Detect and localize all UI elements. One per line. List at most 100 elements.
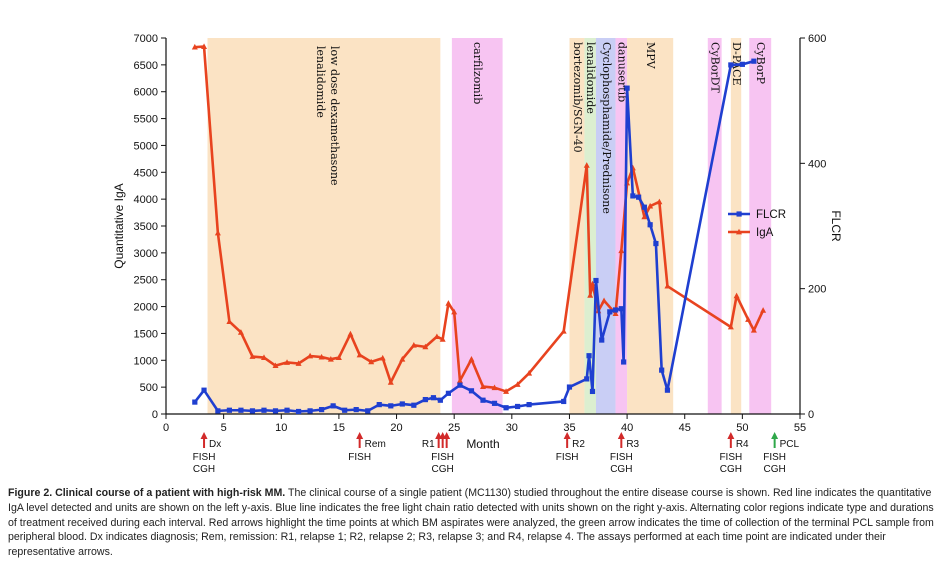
left-tick-label: 1500 (134, 328, 158, 340)
right-tick-label: 400 (808, 158, 826, 170)
data-point-iga (433, 333, 440, 340)
data-point-flcr (584, 376, 590, 382)
event-label: Rem (365, 439, 386, 450)
data-point-flcr (457, 382, 463, 388)
left-tick-label: 1000 (134, 355, 158, 367)
data-point-iga (226, 318, 233, 325)
data-point-flcr (201, 387, 207, 393)
data-point-flcr (365, 408, 371, 414)
left-tick-label: 2500 (134, 275, 158, 287)
data-point-iga (618, 247, 625, 254)
data-point-iga (387, 379, 394, 385)
data-point-iga (656, 198, 663, 205)
data-point-iga (480, 383, 486, 390)
event-test-label: FISH (763, 452, 786, 463)
data-point-iga (664, 282, 671, 289)
x-tick-label: 35 (563, 422, 575, 434)
treatment-band (584, 38, 596, 414)
data-point-flcr (319, 407, 325, 413)
x-tick-label: 30 (506, 422, 518, 434)
event-arrow-head (727, 432, 735, 439)
event-arrow-head (771, 432, 779, 439)
data-point-iga (356, 351, 363, 358)
data-point-flcr (295, 408, 302, 415)
data-point-iga (260, 354, 267, 360)
data-point-flcr (607, 309, 613, 315)
data-point-iga (379, 354, 386, 361)
data-point-flcr (226, 407, 232, 413)
data-point-iga (587, 292, 594, 298)
treatment-band (615, 38, 628, 414)
data-point-iga (526, 369, 533, 376)
event-test-label: CGH (720, 464, 742, 475)
data-point-flcr (739, 61, 745, 67)
right-axis-title: FLCR (829, 210, 843, 242)
data-point-iga (750, 327, 757, 333)
legend-label-flcr: FLCR (756, 209, 786, 221)
data-point-flcr (589, 388, 596, 395)
event-test-label: CGH (610, 464, 632, 475)
left-tick-label: 5500 (134, 114, 158, 126)
left-tick-label: 2000 (134, 302, 158, 314)
data-point-iga (335, 354, 342, 360)
data-point-flcr (659, 367, 665, 373)
data-point-flcr (353, 407, 359, 413)
event-label: Dx (209, 439, 221, 450)
event-label: R1 (422, 439, 435, 450)
data-point-flcr (641, 204, 647, 210)
data-point-iga (295, 360, 302, 366)
event-label: R4 (736, 439, 749, 450)
treatment-band (730, 38, 742, 414)
data-point-flcr (526, 402, 532, 408)
event-arrow-head (563, 432, 571, 439)
data-point-iga (468, 356, 475, 362)
data-point-flcr (468, 388, 475, 394)
figure-caption-title: Figure 2. Clinical course of a patient w… (8, 487, 286, 499)
treatment-band-label: CyBorDT (709, 42, 722, 93)
data-point-flcr (192, 399, 198, 405)
data-point-iga (760, 307, 767, 313)
data-point-flcr (514, 403, 521, 410)
data-point-iga (318, 353, 325, 360)
data-point-flcr (272, 408, 279, 414)
data-point-flcr (388, 403, 394, 409)
data-point-flcr (491, 400, 498, 406)
left-tick-label: 7000 (134, 33, 158, 45)
data-point-iga (347, 330, 354, 337)
data-point-iga (641, 213, 648, 220)
data-point-iga (491, 384, 498, 391)
data-point-iga (422, 343, 429, 350)
data-point-flcr (728, 62, 734, 68)
data-point-flcr (437, 397, 443, 403)
data-point-iga (503, 388, 510, 394)
x-tick-label: 5 (221, 422, 227, 434)
left-tick-label: 3000 (134, 248, 158, 260)
treatment-band-label: lenalidomide (314, 46, 327, 118)
treatment-band-label: lenalidomide (584, 42, 597, 114)
data-point-iga (201, 43, 208, 49)
data-point-iga (237, 329, 244, 335)
data-point-flcr (330, 403, 336, 409)
treatment-band-label: CyBorP (754, 42, 767, 85)
data-point-flcr (593, 277, 599, 284)
right-tick-label: 0 (808, 409, 814, 421)
data-point-flcr (399, 401, 405, 407)
data-point-flcr (621, 359, 627, 365)
x-tick-label: 55 (794, 422, 806, 434)
left-tick-label: 6000 (134, 87, 158, 99)
data-point-flcr (215, 408, 221, 414)
left-tick-label: 5000 (134, 140, 158, 152)
data-point-flcr (445, 390, 452, 396)
event-label: R3 (626, 439, 639, 450)
data-point-flcr (664, 387, 671, 393)
data-point-iga (439, 336, 446, 342)
data-point-iga (327, 356, 334, 362)
data-point-iga (214, 229, 221, 236)
data-point-flcr (751, 58, 757, 64)
data-point-iga (399, 356, 406, 362)
event-test-label: FISH (193, 452, 216, 463)
left-tick-label: 6500 (134, 60, 158, 72)
data-point-iga (733, 292, 740, 299)
data-point-iga (284, 359, 291, 365)
x-tick-label: 10 (275, 422, 287, 434)
